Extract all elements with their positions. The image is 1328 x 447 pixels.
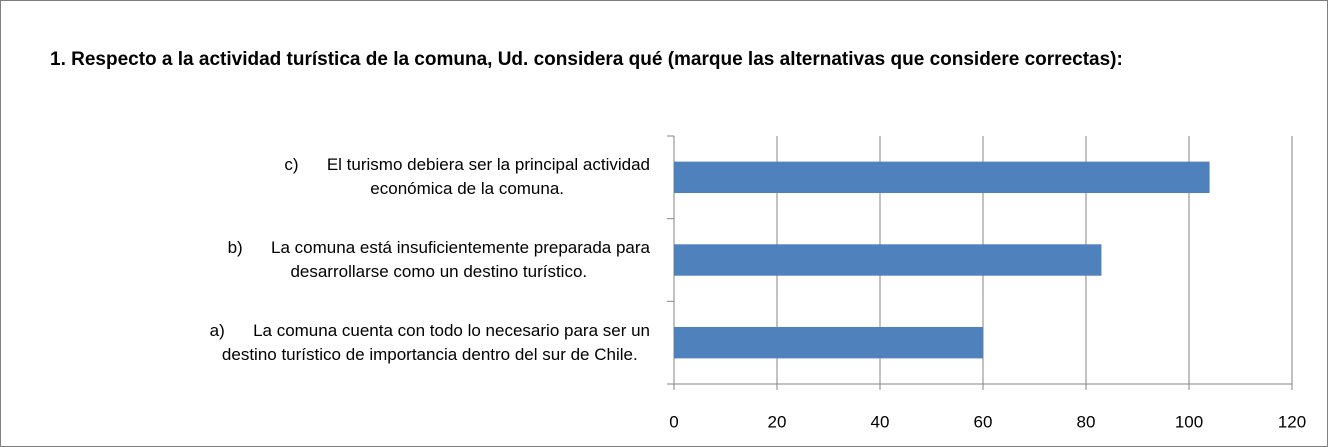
- x-tick-label: 60: [974, 412, 993, 431]
- bar: [674, 244, 1102, 276]
- x-tick-label: 80: [1077, 412, 1096, 431]
- bar: [674, 326, 983, 359]
- y-tick-label: c) El turismo debiera ser la principal a…: [284, 155, 650, 199]
- x-tick-label: 120: [1278, 412, 1306, 431]
- y-tick-label: a) La comuna cuenta con todo lo necesari…: [209, 320, 650, 364]
- bar: [674, 161, 1210, 194]
- x-tick-label: 40: [871, 412, 890, 431]
- x-tick-label: 20: [768, 412, 787, 431]
- x-tick-label: 100: [1175, 412, 1203, 431]
- chart-title: 1. Respecto a la actividad turística de …: [50, 49, 1123, 70]
- y-tick-label: b) La comuna está insuficientemente prep…: [227, 238, 650, 281]
- x-tick-label: 0: [669, 412, 678, 431]
